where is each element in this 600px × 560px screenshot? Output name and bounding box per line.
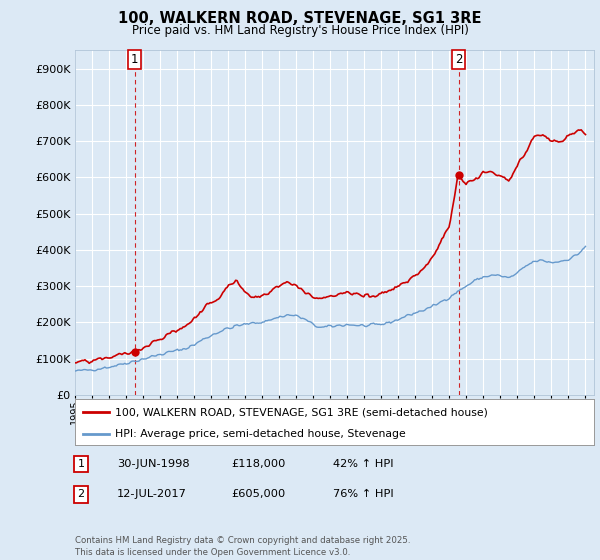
Text: £118,000: £118,000 (231, 459, 286, 469)
Text: 2: 2 (77, 489, 85, 500)
Text: 76% ↑ HPI: 76% ↑ HPI (333, 489, 394, 500)
Text: 100, WALKERN ROAD, STEVENAGE, SG1 3RE (semi-detached house): 100, WALKERN ROAD, STEVENAGE, SG1 3RE (s… (115, 407, 488, 417)
Text: Price paid vs. HM Land Registry's House Price Index (HPI): Price paid vs. HM Land Registry's House … (131, 24, 469, 36)
Text: 30-JUN-1998: 30-JUN-1998 (117, 459, 190, 469)
Text: 2: 2 (455, 53, 462, 66)
Text: £605,000: £605,000 (231, 489, 285, 500)
Text: HPI: Average price, semi-detached house, Stevenage: HPI: Average price, semi-detached house,… (115, 429, 406, 438)
Text: 100, WALKERN ROAD, STEVENAGE, SG1 3RE: 100, WALKERN ROAD, STEVENAGE, SG1 3RE (118, 11, 482, 26)
Text: 12-JUL-2017: 12-JUL-2017 (117, 489, 187, 500)
Text: 1: 1 (131, 53, 139, 66)
Text: Contains HM Land Registry data © Crown copyright and database right 2025.
This d: Contains HM Land Registry data © Crown c… (75, 536, 410, 557)
Text: 1: 1 (77, 459, 85, 469)
Text: 42% ↑ HPI: 42% ↑ HPI (333, 459, 394, 469)
